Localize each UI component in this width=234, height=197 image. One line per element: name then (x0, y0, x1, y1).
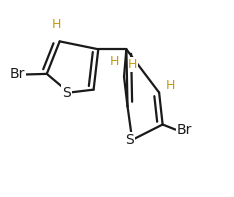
Text: H: H (166, 79, 176, 92)
Text: Br: Br (177, 123, 192, 137)
Text: H: H (51, 18, 61, 31)
Text: S: S (62, 85, 71, 100)
Text: H: H (110, 55, 119, 68)
Text: Br: Br (9, 67, 25, 82)
Text: S: S (125, 133, 134, 147)
Text: H: H (128, 58, 138, 71)
